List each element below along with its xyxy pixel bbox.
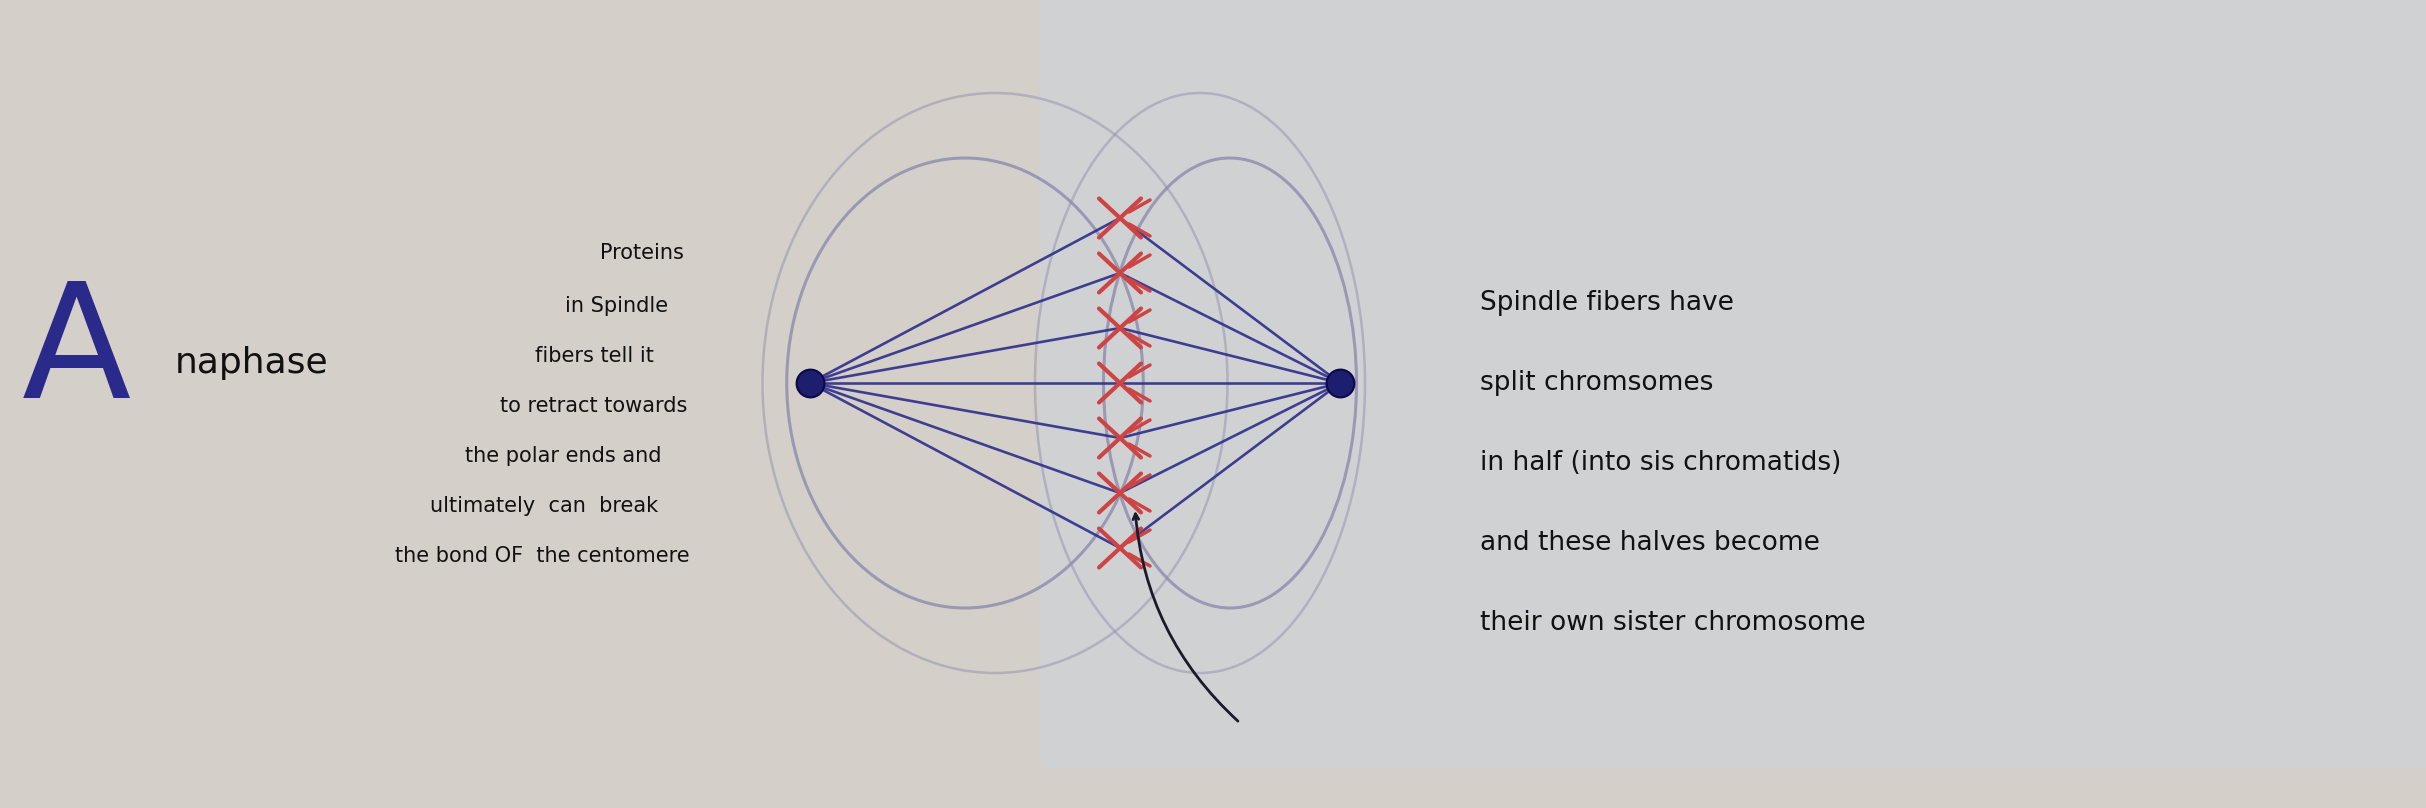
Text: ultimately  can  break: ultimately can break	[429, 496, 657, 516]
Text: their own sister chromosome: their own sister chromosome	[1480, 610, 1866, 636]
Text: to retract towards: to retract towards	[500, 396, 687, 416]
Text: in half (into sis chromatids): in half (into sis chromatids)	[1480, 450, 1841, 476]
Text: A: A	[22, 276, 131, 431]
Text: Proteins: Proteins	[599, 243, 684, 263]
Text: fibers tell it: fibers tell it	[536, 346, 655, 366]
Text: the polar ends and: the polar ends and	[466, 446, 662, 466]
Text: in Spindle: in Spindle	[565, 296, 667, 316]
Text: Spindle fibers have: Spindle fibers have	[1480, 290, 1735, 316]
Text: naphase: naphase	[175, 346, 328, 380]
Text: the bond OF  the centomere: the bond OF the centomere	[395, 546, 689, 566]
Text: and these halves become: and these halves become	[1480, 530, 1820, 556]
Text: split chromsomes: split chromsomes	[1480, 370, 1713, 396]
FancyBboxPatch shape	[1041, 0, 2426, 768]
